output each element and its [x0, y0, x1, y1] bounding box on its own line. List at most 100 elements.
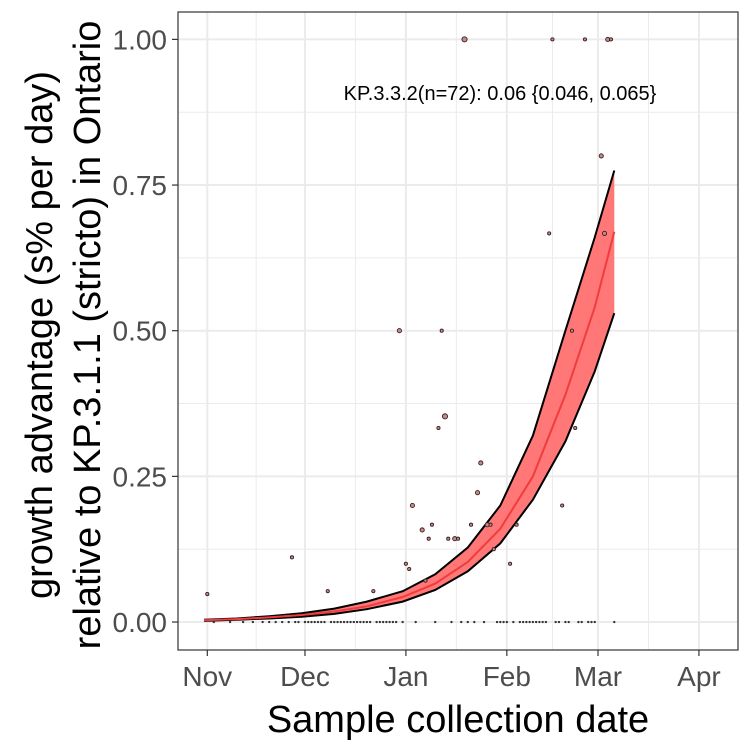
data-point-zero: [534, 620, 538, 624]
data-point: [573, 425, 578, 431]
x-axis-title: Sample collection date: [267, 699, 649, 741]
x-tick-label: Mar: [574, 661, 622, 692]
data-point-zero: [294, 620, 297, 624]
data-point-zero: [241, 620, 245, 624]
data-point: [409, 502, 415, 509]
data-point-zero: [212, 620, 216, 624]
data-point: [560, 503, 565, 508]
data-point: [550, 37, 555, 42]
data-point-zero: [333, 620, 336, 624]
data-point-zero: [590, 620, 593, 624]
data-point-zero: [499, 620, 502, 624]
data-point: [598, 153, 604, 159]
data-point-zero: [342, 620, 346, 624]
data-point: [468, 522, 474, 527]
data-point: [403, 561, 408, 566]
data-point-zero: [385, 620, 388, 624]
data-point-zero: [336, 620, 339, 624]
data-point-zero: [557, 620, 561, 624]
data-point: [508, 561, 513, 566]
data-point-zero: [450, 620, 453, 624]
data-point-zero: [287, 620, 290, 624]
data-point-zero: [391, 620, 395, 624]
data-point-zero: [280, 620, 284, 624]
x-tick-label: Feb: [483, 661, 531, 692]
data-point-zero: [528, 620, 531, 624]
data-point: [441, 413, 449, 420]
data-point: [461, 36, 468, 43]
data-point-zero: [310, 620, 313, 624]
data-point: [478, 460, 484, 466]
data-point: [436, 425, 441, 431]
data-point: [289, 555, 295, 560]
data-point-zero: [495, 620, 499, 624]
data-point-zero: [355, 620, 359, 624]
data-point-zero: [375, 620, 378, 624]
data-point-zero: [401, 620, 404, 624]
confidence-band: [203, 170, 616, 622]
data-point: [325, 589, 330, 594]
upper-bound-line: [203, 170, 616, 621]
data-point-zero: [388, 620, 391, 624]
data-point: [491, 547, 496, 552]
data-point-zero: [587, 620, 590, 624]
y-tick-label: 0.25: [113, 461, 168, 492]
data-point-zero: [505, 620, 509, 624]
y-tick-label: 0.50: [113, 316, 168, 347]
data-point-zero: [577, 620, 580, 624]
data-point: [488, 522, 493, 527]
data-point-zero: [460, 620, 463, 624]
data-point-zero: [381, 620, 385, 624]
data-point-zero: [564, 620, 567, 624]
x-tick-label: Dec: [280, 661, 330, 692]
x-tick-label: Nov: [182, 661, 232, 692]
confidence-ribbon: [204, 170, 615, 621]
data-point: [569, 328, 575, 333]
data-point: [582, 37, 588, 42]
data-points: [205, 36, 616, 624]
data-point-zero: [359, 620, 362, 624]
data-point-zero: [394, 620, 398, 624]
y-axis-title-line1: growth advantage (s% per day): [19, 71, 61, 599]
y-tick-label: 0.75: [113, 170, 168, 201]
data-point-zero: [323, 620, 326, 624]
data-point: [547, 231, 552, 236]
data-point-zero: [538, 620, 541, 624]
data-point-zero: [482, 620, 486, 624]
data-point-zero: [466, 620, 469, 624]
data-point-zero: [316, 620, 320, 624]
data-point: [429, 522, 435, 527]
data-point: [514, 522, 519, 527]
data-point-zero: [554, 620, 557, 624]
data-point-zero: [352, 620, 356, 624]
data-point: [446, 536, 451, 541]
data-point-zero: [525, 620, 528, 624]
data-point-zero: [473, 620, 476, 624]
data-point-zero: [531, 620, 535, 624]
data-point: [426, 536, 431, 541]
data-point-zero: [378, 620, 382, 624]
y-tick-label: 1.00: [113, 24, 168, 55]
data-point-zero: [346, 620, 349, 624]
data-point-zero: [521, 620, 525, 624]
data-point-zero: [512, 620, 515, 624]
data-point: [601, 230, 608, 236]
data-point: [423, 578, 428, 583]
data-point-zero: [567, 620, 570, 624]
data-point-zero: [414, 620, 417, 624]
data-point: [608, 37, 614, 42]
y-axis-title-line2: relative to KP.3.1.1 (stricto) in Ontari…: [67, 21, 109, 650]
data-point-zero: [297, 620, 300, 624]
y-tick-label: 0.00: [113, 607, 168, 638]
data-point-zero: [303, 620, 307, 624]
data-point-zero: [267, 620, 271, 624]
data-point-zero: [261, 620, 264, 624]
data-point-zero: [541, 620, 544, 624]
data-point-zero: [518, 620, 522, 624]
data-point: [455, 536, 461, 541]
data-point-zero: [362, 620, 365, 624]
data-point: [205, 592, 210, 597]
data-point: [396, 328, 402, 334]
data-point-zero: [580, 620, 583, 624]
